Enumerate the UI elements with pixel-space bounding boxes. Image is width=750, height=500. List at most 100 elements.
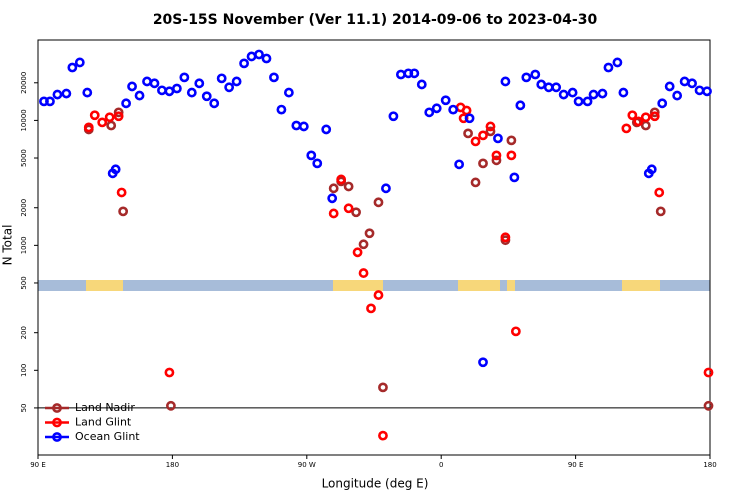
data-point	[657, 98, 668, 109]
data-point	[378, 430, 388, 441]
data-point	[687, 78, 697, 89]
data-point	[82, 87, 93, 98]
data-point	[306, 150, 317, 161]
data-point	[573, 96, 584, 107]
data-point	[269, 72, 279, 83]
data-point	[588, 89, 599, 100]
data-point	[231, 76, 242, 87]
data-point	[328, 183, 339, 194]
data-point	[343, 181, 354, 192]
data-point	[113, 107, 124, 118]
data-point	[194, 78, 205, 89]
data-point	[328, 208, 339, 219]
data-point	[336, 174, 347, 185]
data-point	[500, 232, 511, 243]
data-point	[515, 100, 526, 111]
legend-marker	[52, 432, 62, 442]
data-point	[649, 107, 660, 118]
y-tick-label: 10000	[20, 109, 28, 131]
data-point	[424, 107, 435, 118]
data-point	[702, 86, 712, 97]
data-point	[74, 57, 85, 68]
x-tick-label: 180	[166, 461, 179, 469]
data-point	[373, 290, 384, 300]
data-point	[612, 57, 623, 68]
data-point	[83, 122, 94, 133]
data-point	[597, 88, 608, 99]
data-point	[104, 112, 115, 123]
data-point	[276, 104, 287, 115]
data-point	[646, 164, 657, 175]
data-point	[703, 400, 714, 411]
legend-marker	[52, 403, 62, 413]
data-point	[110, 164, 121, 175]
data-point	[530, 69, 541, 80]
data-point	[664, 81, 675, 92]
data-point	[201, 91, 212, 102]
data-point	[298, 121, 309, 132]
data-point	[321, 124, 332, 135]
plot-frame	[37, 39, 711, 456]
data-point	[106, 120, 117, 131]
data-point	[291, 120, 302, 131]
data-point	[679, 76, 690, 87]
data-point	[358, 239, 369, 250]
series-2	[39, 49, 712, 368]
data-point	[113, 111, 124, 122]
data-point	[654, 187, 665, 198]
x-tick-label: 90 E	[568, 461, 584, 469]
data-point	[470, 177, 481, 188]
x-tick-label: 0	[439, 461, 443, 469]
data-point	[67, 62, 78, 73]
data-point	[510, 326, 521, 337]
data-point	[166, 400, 176, 411]
data-point	[485, 121, 496, 132]
data-point	[327, 193, 338, 204]
land-mask-strip	[38, 280, 710, 291]
data-point	[164, 86, 175, 97]
data-point	[567, 87, 578, 98]
data-point	[381, 183, 391, 194]
data-point	[464, 113, 475, 124]
data-point	[179, 72, 190, 83]
data-point	[500, 76, 511, 87]
data-point	[395, 69, 406, 80]
data-point	[603, 62, 614, 73]
data-point	[485, 126, 496, 137]
data-point	[618, 87, 629, 98]
data-point	[186, 87, 197, 98]
y-tick-label: 1000	[20, 236, 28, 254]
data-point	[239, 58, 249, 69]
data-point	[440, 95, 451, 106]
legend-label: Land Glint	[75, 416, 132, 429]
data-point	[127, 81, 137, 92]
data-point	[536, 79, 547, 90]
data-point	[506, 135, 517, 146]
data-point	[378, 382, 388, 393]
data-point	[649, 111, 660, 122]
legend-marker	[52, 417, 62, 428]
y-tick-label: 2000	[20, 199, 28, 217]
data-point	[543, 82, 554, 93]
data-point	[703, 367, 714, 378]
data-point	[261, 53, 272, 64]
data-point	[416, 79, 427, 90]
data-point	[97, 117, 108, 128]
data-point	[364, 228, 375, 239]
data-point	[61, 88, 72, 99]
series-0	[83, 107, 714, 411]
data-point	[461, 105, 472, 116]
data-point	[551, 82, 562, 93]
data-point	[478, 130, 488, 141]
data-point	[491, 155, 502, 166]
chart-title: 20S-15S November (Ver 11.1) 2014-09-06 t…	[153, 12, 598, 28]
legend-label: Land Nadir	[75, 401, 135, 414]
data-point	[142, 76, 152, 87]
x-tick-label: 180	[703, 461, 716, 469]
data-point	[388, 111, 399, 122]
data-point	[640, 112, 651, 123]
data-point	[409, 68, 420, 79]
data-point	[558, 89, 569, 100]
data-point	[254, 49, 264, 60]
